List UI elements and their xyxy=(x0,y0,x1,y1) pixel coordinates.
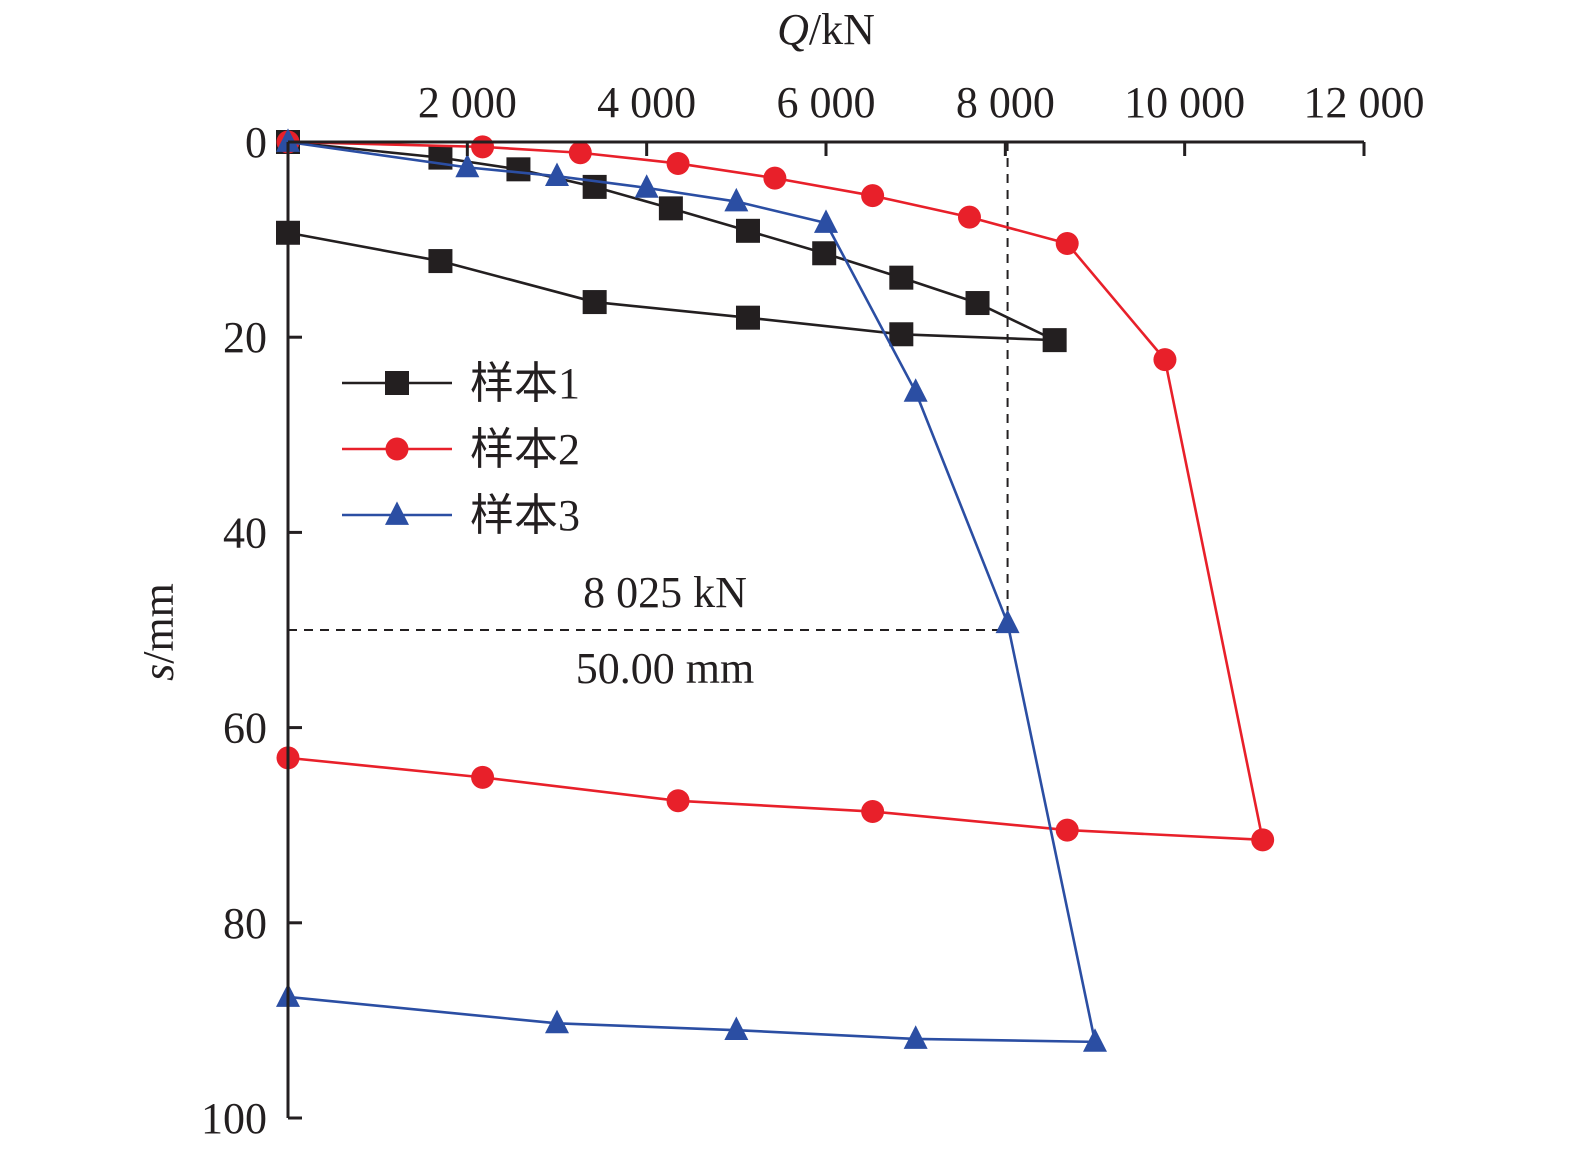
reference-lines xyxy=(288,142,1009,631)
series-3-point xyxy=(724,1016,749,1041)
series-3-point xyxy=(814,209,838,233)
series-1-point xyxy=(735,305,760,330)
y-axis-title: s/mm xyxy=(134,583,183,681)
series-1-point xyxy=(735,218,760,243)
annotation-settlement: 50.00 mm xyxy=(576,644,754,693)
y-axis-symbol: s xyxy=(134,664,183,681)
series-2-point xyxy=(1251,828,1275,852)
series-2-point xyxy=(471,765,495,789)
x-tick-label: 8 000 xyxy=(956,78,1055,127)
series-3-point xyxy=(455,153,480,178)
legend-item-2: 样本2 xyxy=(342,425,580,474)
series-2-point xyxy=(763,166,787,190)
series-1-point xyxy=(1042,328,1067,353)
legend-marker xyxy=(385,371,409,395)
series-3-point xyxy=(276,128,300,152)
series-2-point xyxy=(568,141,592,165)
x-tick-label: 12 000 xyxy=(1304,78,1425,127)
series-2-point xyxy=(861,184,885,208)
series-2-line xyxy=(287,140,1264,842)
legend-item-3: 样本3 xyxy=(342,491,580,540)
series-1-point xyxy=(582,174,607,199)
legend-marker xyxy=(385,501,409,525)
series-3-point xyxy=(1083,1028,1107,1052)
series-1-point xyxy=(428,249,453,274)
series-3-point xyxy=(903,1025,928,1049)
x-tick-label: 2 000 xyxy=(418,78,517,127)
series-2-point xyxy=(1055,232,1079,256)
series-3 xyxy=(276,128,1107,1052)
series-2-point xyxy=(666,789,690,813)
x-axis-symbol: Q xyxy=(777,5,809,54)
legend-item-1: 样本1 xyxy=(342,359,580,408)
legend: 样本1 样本2 样本3 xyxy=(342,359,580,540)
series-1-point xyxy=(812,241,837,266)
y-tick-label: 20 xyxy=(223,313,267,362)
series-2-point xyxy=(1055,818,1079,842)
series-1-point xyxy=(658,196,683,221)
series-1-point xyxy=(582,290,607,315)
x-axis-title: Q/kN xyxy=(777,5,875,54)
series-3-point xyxy=(545,1009,569,1034)
series-2-point xyxy=(666,151,690,175)
y-axis-unit: /mm xyxy=(134,583,183,664)
legend-label: 样本1 xyxy=(470,359,580,408)
y-tick-label: 80 xyxy=(223,899,267,948)
series-3-point xyxy=(724,187,749,212)
series-2-point xyxy=(1153,348,1177,372)
series-2-point xyxy=(957,205,981,229)
series-1-point xyxy=(506,157,531,182)
series-1-point xyxy=(889,322,914,347)
series-3-point xyxy=(903,378,928,402)
y-tick-label: 60 xyxy=(223,704,267,753)
series-2-point xyxy=(471,135,495,159)
series-layer xyxy=(276,128,1275,1052)
y-tick-label: 40 xyxy=(223,508,267,557)
annotation-load: 8 025 kN xyxy=(583,568,747,617)
series-1-point xyxy=(889,265,914,290)
series-3-point xyxy=(545,162,569,187)
axes: 2 000 4 000 6 000 8 000 10 000 12 000 0 20 40 60 8… xyxy=(201,78,1425,1143)
series-1-point xyxy=(965,291,990,316)
x-tick-label: 6 000 xyxy=(777,78,876,127)
series-3-point xyxy=(634,174,659,198)
x-tick-label: 10 000 xyxy=(1124,78,1245,127)
y-tick-label: 100 xyxy=(201,1094,267,1143)
series-2-point xyxy=(861,800,885,824)
legend-label: 样本3 xyxy=(470,491,580,540)
legend-label: 样本2 xyxy=(470,425,580,474)
series-3-point xyxy=(995,609,1020,634)
legend-marker xyxy=(385,437,409,461)
y-tick-label: 0 xyxy=(245,118,267,167)
x-axis-unit: /kN xyxy=(809,5,875,54)
x-tick-label: 4 000 xyxy=(597,78,696,127)
